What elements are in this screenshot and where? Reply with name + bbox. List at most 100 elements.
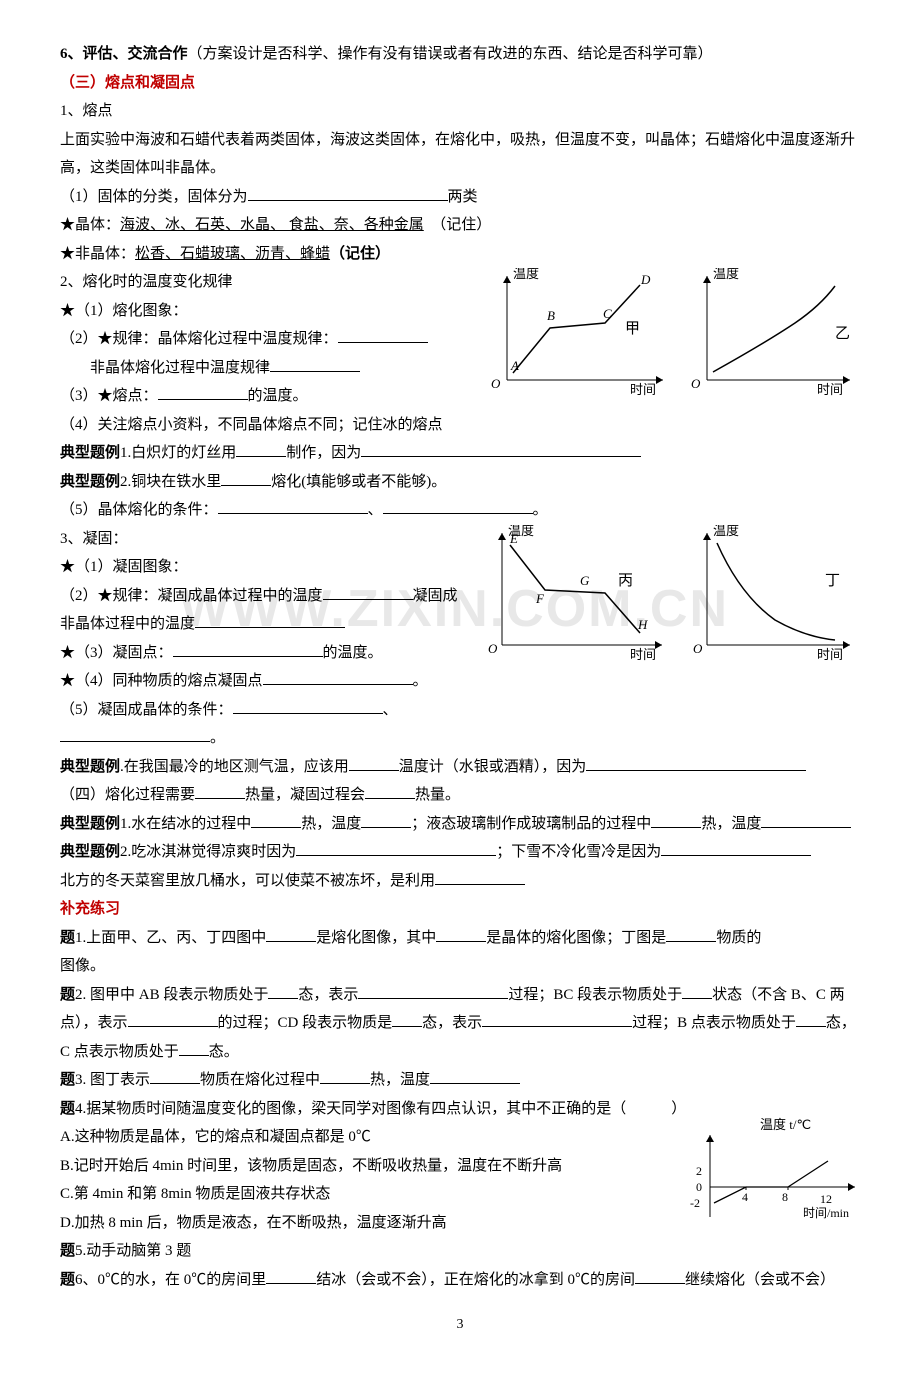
ex1b: 1.白炽灯的灯丝用 xyxy=(120,445,236,461)
blank xyxy=(236,441,286,457)
blank xyxy=(218,498,368,514)
q4b: 4.据某物质时间随温度变化的图像，梁天同学对图像有四点认识，其中不正确的是（ xyxy=(75,1101,626,1117)
blank xyxy=(323,584,413,600)
ex4c: 热，温度 xyxy=(301,816,361,832)
p3-i2c: 非晶体过程中的温度 xyxy=(60,616,195,632)
ex5d: 北方的冬天菜窖里放几桶水，可以使菜不被冻坏，是利用 xyxy=(60,873,435,889)
q3b: 3. 图丁表示 xyxy=(75,1072,150,1088)
q2h: 过程；B 点表示物质处于 xyxy=(632,1015,796,1031)
chart-jia: A B C D O 温度 时间 甲 xyxy=(485,268,675,398)
blank xyxy=(263,669,413,685)
blank xyxy=(173,641,323,657)
svg-text:时间: 时间 xyxy=(817,382,843,397)
blank xyxy=(266,926,316,942)
p1-title: 1、熔点 xyxy=(60,97,860,126)
supp-heading: 补充练习 xyxy=(60,895,860,924)
svg-text:O: O xyxy=(693,641,703,656)
p2-i4: （4）关注熔点小资料，不同晶体熔点不同；记住冰的熔点 xyxy=(60,411,475,440)
q6b: 6、0℃的水，在 0℃的房间里 xyxy=(75,1272,266,1288)
p1-body: 上面实验中海波和石蜡代表着两类固体，海波这类固体，在熔化中，吸热，但温度不变，叫… xyxy=(60,126,860,183)
blank xyxy=(361,812,411,828)
p2-i1: ★（1）熔化图象： xyxy=(60,297,475,326)
blank xyxy=(320,1068,370,1084)
svg-text:时间: 时间 xyxy=(630,647,656,662)
ex2c: 熔化(填能够或者不能够)。 xyxy=(271,474,446,490)
svg-text:时间: 时间 xyxy=(630,382,656,397)
blank xyxy=(268,983,298,999)
q3d: 热，温度 xyxy=(370,1072,430,1088)
ex3c: 温度计（水银或酒精），因为 xyxy=(399,759,587,775)
blank xyxy=(338,327,428,343)
p3-i2a: （2）★规律：凝固成晶体过程中的温度 xyxy=(60,588,323,604)
blank xyxy=(233,698,383,714)
q2j: 态。 xyxy=(209,1044,239,1060)
blank xyxy=(682,983,712,999)
blank xyxy=(221,470,271,486)
q2g: 态，表示 xyxy=(422,1015,482,1031)
q-label: 题 xyxy=(60,1243,75,1259)
svg-text:丙: 丙 xyxy=(618,573,633,589)
q-label: 题 xyxy=(60,1101,75,1117)
blank xyxy=(158,384,248,400)
p3-i3a: ★（3）凝固点： xyxy=(60,645,173,661)
svg-text:H: H xyxy=(637,617,648,632)
blank xyxy=(586,755,806,771)
ex1c: 制作，因为 xyxy=(286,445,361,461)
p3-i5a: （5）凝固成晶体的条件： xyxy=(60,702,233,718)
ex3b: .在我国最冷的地区测气温，应该用 xyxy=(120,759,349,775)
blank xyxy=(296,840,496,856)
q1f: 图像。 xyxy=(60,958,105,974)
s4b: 热量，凝固过程会 xyxy=(245,787,365,803)
q4c: ） xyxy=(671,1101,686,1117)
q3c: 物质在熔化过程中 xyxy=(200,1072,320,1088)
chart-q5: 温度 t/℃ 2 0 -2 4 8 12 时间/min xyxy=(670,1117,860,1237)
ex4b: 1.水在结冰的过程中 xyxy=(120,816,251,832)
q1d: 是晶体的熔化图像；丁图是 xyxy=(486,930,666,946)
q2f: 的过程；CD 段表示物质是 xyxy=(218,1015,393,1031)
q1c: 是熔化图像，其中 xyxy=(316,930,436,946)
blank xyxy=(179,1040,209,1056)
p3-i1: ★（1）凝固图象： xyxy=(60,553,470,582)
svg-text:温度 t/℃: 温度 t/℃ xyxy=(760,1117,811,1132)
chart-yi: O 温度 时间 乙 xyxy=(685,268,860,398)
p1-i1b: 两类 xyxy=(448,189,478,205)
q-label: 题 xyxy=(60,987,75,1003)
p3-title: 3、凝固： xyxy=(60,525,470,554)
blank xyxy=(60,726,210,742)
svg-text:丁: 丁 xyxy=(825,573,840,589)
q6d: 继续熔化（会或不会） xyxy=(685,1272,835,1288)
p2-title: 2、熔化时的温度变化规律 xyxy=(60,268,475,297)
q2b: 2. 图甲中 AB 段表示物质处于 xyxy=(75,987,268,1003)
blank xyxy=(666,926,716,942)
svg-text:D: D xyxy=(640,272,651,287)
blank xyxy=(150,1068,200,1084)
crystal-b: 海波、冰、石英、水晶、 食盐、奈、各种金属 xyxy=(120,217,424,233)
s4c: 热量。 xyxy=(415,787,460,803)
blank xyxy=(248,185,448,201)
svg-text:0: 0 xyxy=(696,1180,702,1194)
blank xyxy=(251,812,301,828)
crystal-a: ★晶体： xyxy=(60,217,120,233)
document-content: 6、评估、交流合作（方案设计是否科学、操作有没有错误或者有改进的东西、结论是否科… xyxy=(60,40,860,1339)
page-number: 3 xyxy=(60,1312,860,1339)
ex5c: ；下雪不冷化雪冷是因为 xyxy=(496,844,661,860)
svg-text:O: O xyxy=(491,376,501,391)
blank xyxy=(266,1268,316,1284)
q1b: 1.上面甲、乙、丙、丁四图中 xyxy=(75,930,266,946)
p2-i2a: （2）★规律：晶体熔化过程中温度规律： xyxy=(60,331,338,347)
blank xyxy=(651,812,701,828)
svg-text:2: 2 xyxy=(696,1164,702,1178)
svg-text:O: O xyxy=(488,641,498,656)
q6c: 结冰（会或不会），正在熔化的冰拿到 0℃的房间 xyxy=(316,1272,635,1288)
svg-text:甲: 甲 xyxy=(625,321,640,337)
ex-label: 典型题例 xyxy=(60,816,120,832)
svg-text:时间: 时间 xyxy=(817,647,843,662)
ex-label: 典型题例 xyxy=(60,474,120,490)
blank xyxy=(796,1011,826,1027)
p1-i1a: （1）固体的分类，固体分为 xyxy=(60,189,248,205)
svg-text:温度: 温度 xyxy=(508,525,534,538)
svg-text:时间/min: 时间/min xyxy=(803,1206,849,1220)
q-label: 题 xyxy=(60,1072,75,1088)
blank xyxy=(365,783,415,799)
p2-i3b: 的温度。 xyxy=(248,388,308,404)
